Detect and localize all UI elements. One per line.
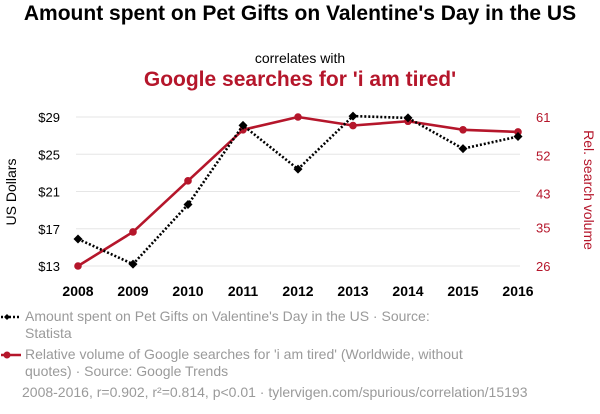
x-tick-label: 2016: [502, 283, 533, 299]
y-right-tick-label: 26: [536, 259, 550, 274]
series-layer: [73, 111, 523, 270]
chart-title: Amount spent on Pet Gifts on Valentine's…: [23, 2, 577, 25]
point-searches: [74, 262, 82, 270]
point-searches: [129, 228, 137, 236]
point-pet-gifts: [403, 113, 413, 123]
legend-label-pet-gifts: Amount spent on Pet Gifts on Valentine's…: [25, 308, 430, 341]
y-axis-left-ticks: $13 $17 $21 $25 $29: [38, 110, 60, 274]
y-left-tick-label: $25: [38, 147, 60, 162]
x-tick-label: 2015: [447, 283, 478, 299]
point-pet-gifts: [348, 111, 358, 121]
point-pet-gifts: [458, 144, 468, 154]
chart-subtitle: correlates with: [254, 50, 346, 66]
x-tick-label: 2008: [62, 283, 93, 299]
chart-title-secondary: Google searches for 'i am tired': [143, 68, 457, 91]
y-right-tick-label: 35: [536, 221, 550, 236]
y-axis-right-label: Rel. search volume: [581, 130, 597, 250]
y-right-tick-label: 61: [536, 110, 550, 125]
series-line-pet-gifts: [77, 114, 519, 266]
y-axis-right-ticks: 26 35 43 52 61: [536, 110, 550, 274]
point-searches: [514, 128, 522, 136]
point-searches: [349, 121, 357, 130]
y-axis-left-label: US Dollars: [3, 159, 19, 226]
x-axis-ticks: 2008 2009 2010 2011 2012 2013 2014 2015 2016: [62, 283, 533, 299]
footer-stats: 2008-2016, r=0.902, r²=0.814, p<0.01 · t…: [22, 384, 528, 400]
x-tick-label: 2013: [337, 283, 368, 299]
point-pet-gifts: [128, 259, 138, 269]
y-left-tick-label: $17: [38, 222, 60, 237]
legend-label-searches: Relative volume of Google searches for '…: [25, 346, 463, 379]
x-tick-label: 2009: [117, 283, 148, 299]
point-searches: [294, 113, 302, 121]
point-searches: [184, 177, 192, 185]
gridlines: [76, 116, 520, 267]
x-tick-label: 2014: [392, 283, 423, 299]
point-pet-gifts: [183, 200, 193, 210]
y-left-tick-label: $29: [38, 110, 60, 125]
point-pet-gifts: [238, 120, 248, 130]
x-tick-label: 2010: [172, 283, 203, 299]
y-right-tick-label: 52: [536, 148, 550, 163]
y-left-tick-label: $13: [38, 259, 60, 274]
legend-marker-dotted-diamond: [1, 314, 21, 320]
legend-marker-solid-circle: [1, 351, 21, 359]
point-pet-gifts: [293, 164, 303, 174]
point-pet-gifts: [513, 132, 523, 142]
y-left-tick-label: $21: [38, 185, 60, 200]
point-pet-gifts: [73, 234, 83, 244]
x-tick-label: 2011: [228, 283, 259, 299]
x-tick-label: 2012: [282, 283, 313, 299]
point-searches: [459, 125, 467, 134]
y-right-tick-label: 43: [536, 187, 550, 202]
